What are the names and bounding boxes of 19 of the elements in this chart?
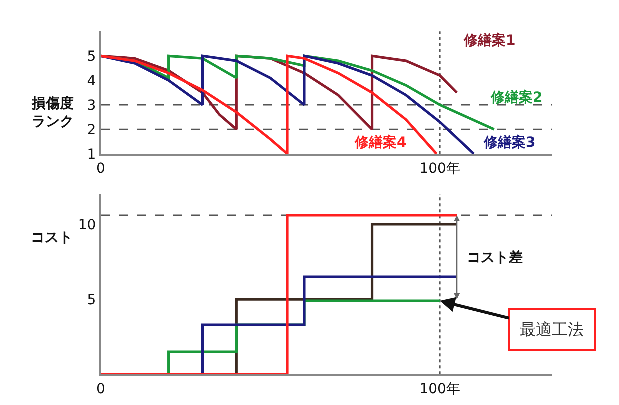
series-label: 修繕案3	[483, 134, 536, 151]
y-tick-label: 4	[87, 74, 96, 90]
y-tick-label: 3	[87, 98, 96, 114]
series-label: 修繕案4	[354, 134, 407, 151]
y-axis-title: 損傷度ランク	[31, 95, 74, 130]
x-tick-label: 100年	[420, 381, 460, 398]
annotation: 最適工法	[520, 320, 584, 339]
x-tick-label: 100年	[420, 160, 460, 177]
x-tick-label: 0	[96, 160, 106, 177]
y-tick-label: 10	[78, 217, 96, 234]
y-tick-label: 5	[87, 49, 96, 66]
text: 修繕案1	[463, 32, 516, 49]
y-axis-title: コスト	[31, 230, 73, 246]
annotation: コスト差	[467, 250, 523, 266]
y-tick-label: 1	[87, 146, 96, 163]
y-tick-label: 5	[87, 292, 96, 308]
series-label: 修繕案2	[490, 89, 543, 106]
x-tick-label: 0	[96, 381, 106, 398]
y-tick-label: 2	[87, 122, 96, 138]
